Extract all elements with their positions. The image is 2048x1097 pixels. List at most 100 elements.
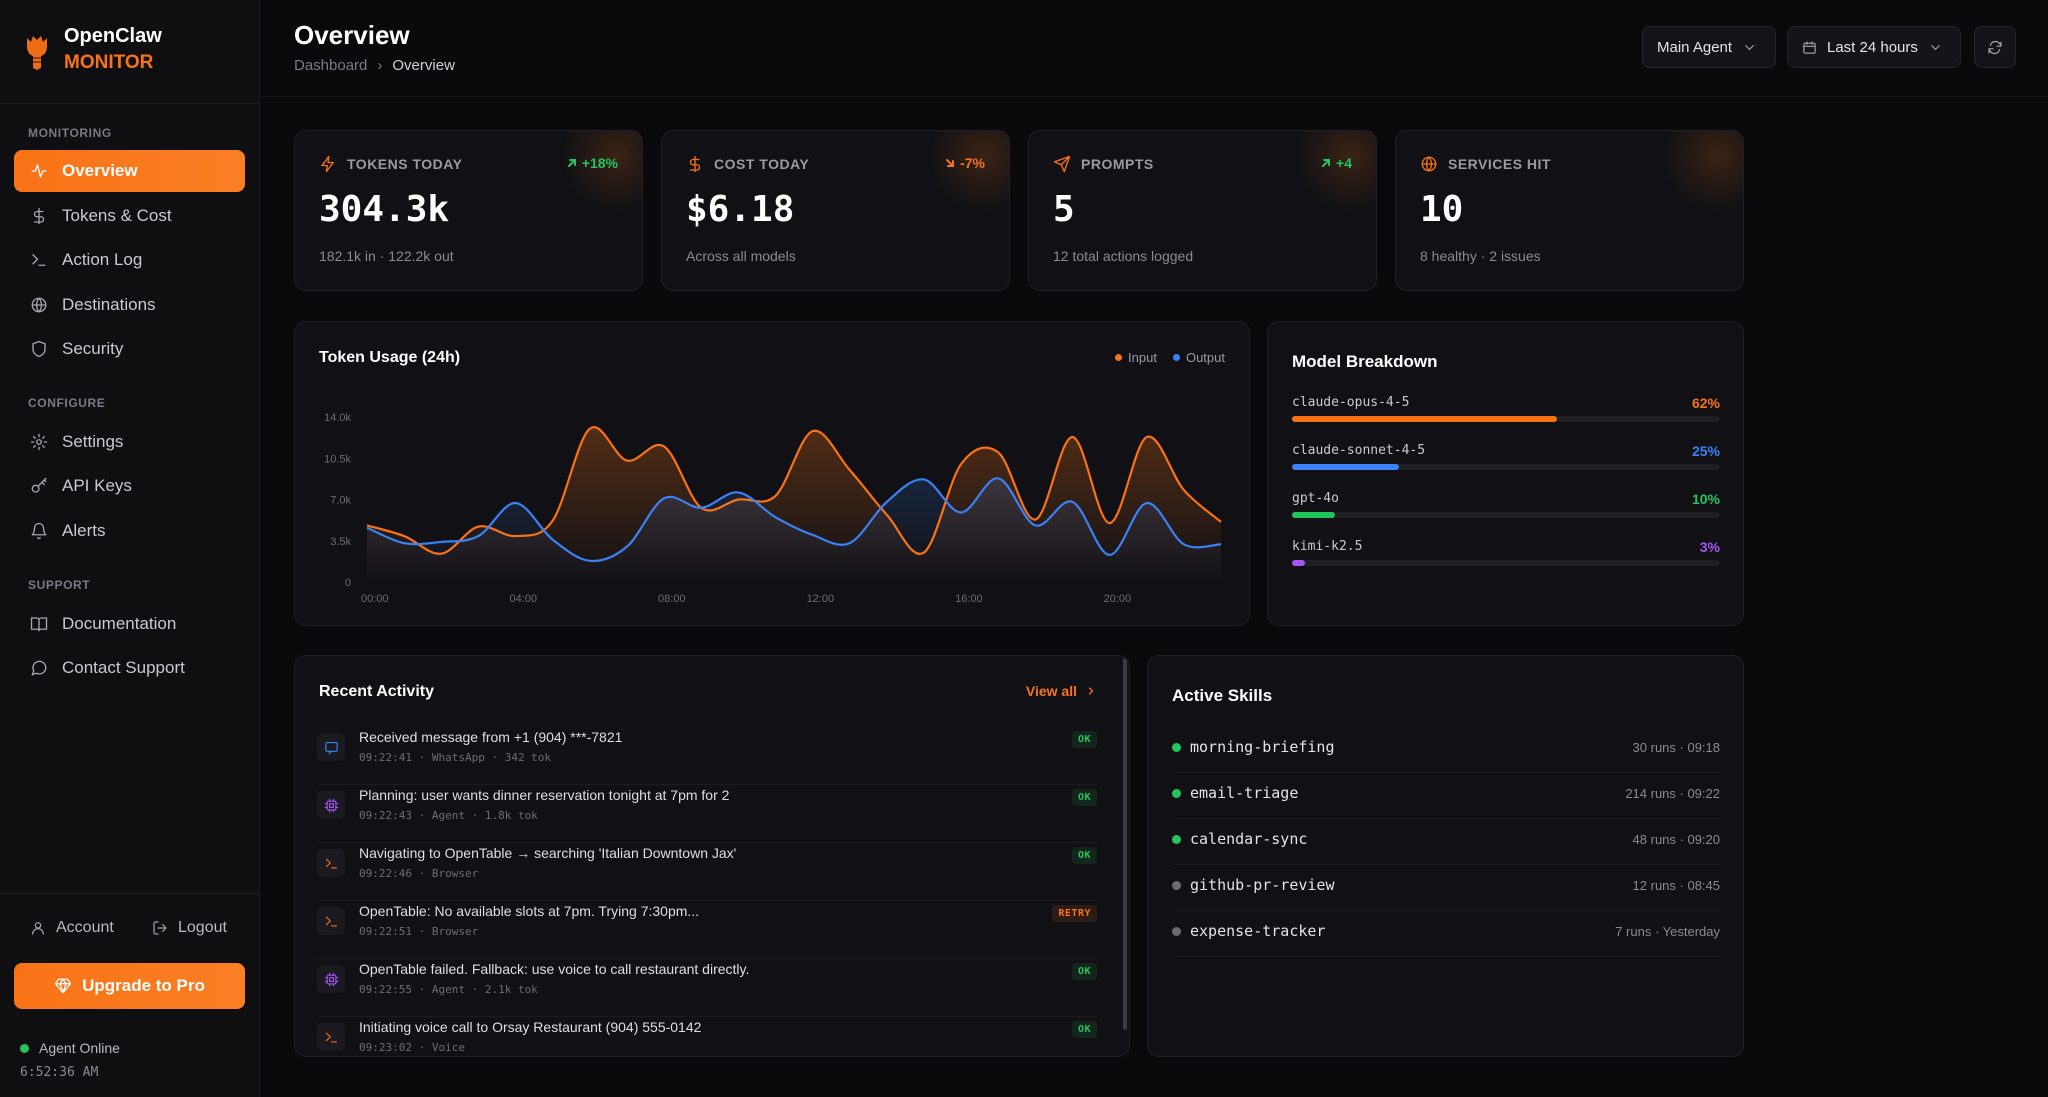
upgrade-button[interactable]: Upgrade to Pro	[14, 963, 245, 1009]
activity-title: Recent Activity	[319, 683, 434, 700]
message-icon	[324, 741, 338, 754]
model-bar	[1292, 512, 1335, 518]
model-row[interactable]: claude-sonnet-4-5 25%	[1292, 443, 1720, 483]
model-breakdown-title: Model Breakdown	[1292, 352, 1438, 371]
stat-delta-value: +4	[1336, 155, 1352, 171]
chevron-right-icon	[1088, 687, 1094, 695]
sidebar-item-api-keys[interactable]: API Keys	[14, 465, 245, 507]
stat-label: SERVICES HIT	[1420, 155, 1551, 173]
stat-card-prompts: PROMPTS +4 5 12 total actions logged	[1028, 130, 1377, 291]
skill-name: calendar-sync	[1190, 830, 1308, 848]
status-dot	[1172, 881, 1181, 890]
sidebar-item-tokens-cost[interactable]: Tokens & Cost	[14, 195, 245, 237]
activity-row[interactable]: OpenTable: No available slots at 7pm. Tr…	[317, 901, 1097, 959]
sidebar-item-action-log[interactable]: Action Log	[14, 239, 245, 281]
sidebar-item-label: Contact Support	[62, 658, 185, 677]
model-row[interactable]: kimi-k2.5 3%	[1292, 539, 1720, 579]
sidebar-item-settings[interactable]: Settings	[14, 421, 245, 463]
status-badge: OK	[1071, 731, 1097, 748]
agent-select[interactable]: Main Agent	[1642, 26, 1776, 68]
terminal-icon	[32, 254, 46, 266]
sidebar-item-documentation[interactable]: Documentation	[14, 603, 245, 645]
sidebar-item-label: Action Log	[62, 250, 143, 269]
model-bar	[1292, 416, 1558, 422]
sidebar-item-contact-support[interactable]: Contact Support	[14, 647, 245, 689]
status-badge: OK	[1071, 963, 1097, 980]
cpu-icon	[324, 798, 338, 812]
stat-label-text: COST TODAY	[714, 156, 810, 172]
brand[interactable]: OpenClaw MONITOR	[22, 22, 162, 82]
view-all-label: View all	[1025, 683, 1077, 699]
sidebar-item-label: Overview	[62, 161, 138, 180]
model-breakdown-card: Model Breakdown claude-opus-4-5 62% clau…	[1267, 321, 1744, 626]
activity-meta: 09:22:51 · Browser	[359, 925, 479, 938]
stat-card-tokens: TOKENS TODAY +18% 304.3k 182.1k in · 122…	[294, 130, 643, 291]
activity-meta: 09:22:41 · WhatsApp · 342 tok	[359, 751, 552, 764]
skill-name: github-pr-review	[1190, 876, 1335, 894]
card-glow	[1663, 131, 1743, 211]
zap-icon	[321, 155, 334, 173]
sidebar-item-label: Settings	[62, 432, 124, 451]
stat-delta-value: +18%	[581, 155, 618, 171]
sidebar-item-destinations[interactable]: Destinations	[14, 284, 245, 326]
stat-label: COST TODAY	[686, 155, 809, 173]
model-row[interactable]: gpt-4o 10%	[1292, 491, 1720, 531]
activity-scrollbar[interactable]	[1123, 658, 1127, 1030]
chevron-down-icon	[1745, 44, 1754, 50]
sidebar-item-label: API Keys	[62, 476, 132, 495]
activity-text: Planning: user wants dinner reservation …	[359, 787, 730, 803]
skill-row[interactable]: calendar-sync 48 runs · 09:20	[1172, 819, 1720, 865]
terminal-icon	[325, 858, 337, 868]
skill-row[interactable]: email-triage 214 runs · 09:22	[1172, 773, 1720, 819]
activity-icon-box	[317, 733, 345, 761]
activity-text: Received message from +1 (904) ***-7821	[359, 729, 623, 745]
refresh-button[interactable]	[1974, 26, 2016, 68]
chart-legend: Input Output	[1115, 350, 1225, 365]
agent-status: Agent Online	[20, 1040, 120, 1056]
skill-row[interactable]: morning-briefing 30 runs · 09:18	[1172, 727, 1720, 773]
activity-row[interactable]: Planning: user wants dinner reservation …	[317, 785, 1097, 843]
sidebar-item-overview[interactable]: Overview	[14, 150, 245, 192]
stat-value: 304.3k	[319, 189, 450, 230]
activity-row[interactable]: Received message from +1 (904) ***-7821 …	[317, 727, 1097, 785]
status-badge: OK	[1071, 789, 1097, 806]
breadcrumb-dashboard[interactable]: Dashboard	[294, 57, 368, 74]
brand-sub: MONITOR	[64, 52, 154, 73]
range-select-value: Last 24 hours	[1827, 38, 1918, 56]
skill-row[interactable]: github-pr-review 12 runs · 08:45	[1172, 865, 1720, 911]
status-dot	[1172, 927, 1181, 936]
stat-delta: -7%	[944, 155, 985, 171]
sidebar-item-alerts[interactable]: Alerts	[14, 510, 245, 552]
model-track	[1292, 464, 1720, 470]
account-link[interactable]: Account	[30, 916, 114, 940]
activity-row[interactable]: OpenTable failed. Fallback: use voice to…	[317, 959, 1097, 1017]
stat-label-text: TOKENS TODAY	[347, 156, 463, 172]
activity-row[interactable]: Navigating to OpenTable → searching 'Ita…	[317, 843, 1097, 901]
bell-icon	[31, 522, 47, 540]
model-name: claude-opus-4-5	[1292, 395, 1410, 410]
chat-icon	[31, 660, 47, 676]
status-dot	[1172, 835, 1181, 844]
logout-link[interactable]: Logout	[152, 916, 227, 940]
activity-row[interactable]: Initiating voice call to Orsay Restauran…	[317, 1017, 1097, 1056]
model-name: kimi-k2.5	[1292, 539, 1363, 554]
skill-meta: 30 runs · 09:18	[1632, 740, 1720, 755]
x-tick-label: 20:00	[1104, 593, 1132, 605]
activity-icon-box	[317, 791, 345, 819]
stat-delta-value: -7%	[960, 155, 985, 171]
model-track	[1292, 560, 1720, 566]
model-row[interactable]: claude-opus-4-5 62%	[1292, 395, 1720, 435]
model-name: claude-sonnet-4-5	[1292, 443, 1426, 458]
sidebar-item-security[interactable]: Security	[14, 328, 245, 370]
account-label: Account	[56, 919, 114, 936]
range-select[interactable]: Last 24 hours	[1787, 26, 1961, 68]
skill-row[interactable]: expense-tracker 7 runs · Yesterday	[1172, 911, 1720, 957]
view-all-link[interactable]: View all	[1026, 683, 1097, 699]
stat-label-text: SERVICES HIT	[1448, 156, 1551, 172]
model-name: gpt-4o	[1292, 491, 1339, 506]
x-tick-label: 04:00	[510, 593, 538, 605]
sidebar-item-label: Security	[62, 339, 124, 358]
x-tick-label: 12:00	[807, 593, 835, 605]
breadcrumb-current: Overview	[392, 57, 455, 74]
clock: 6:52:36 AM	[20, 1065, 99, 1080]
